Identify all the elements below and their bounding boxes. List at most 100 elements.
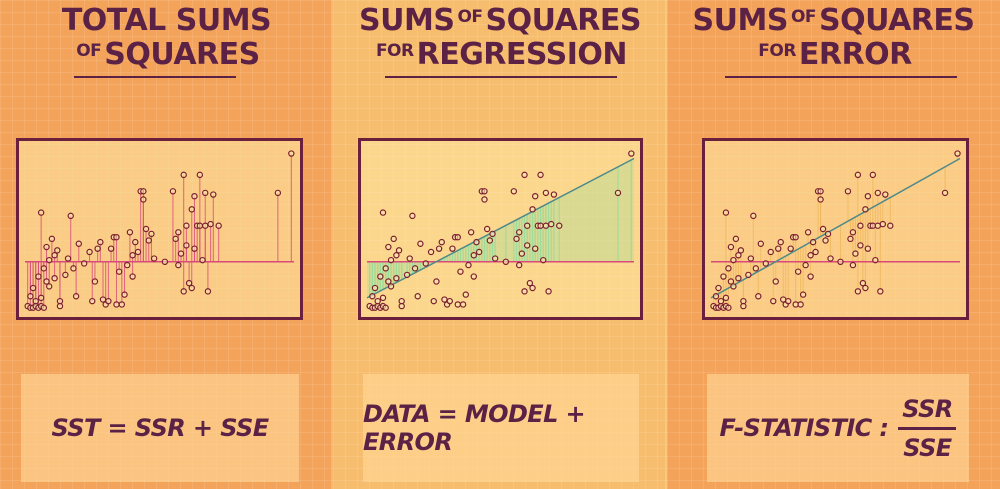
panel-sums-of-squares-error: SUMS OF SQUARES FOR ERROR F-STATISTIC : SSR… — [667, 0, 1000, 489]
data-point — [422, 260, 429, 267]
data-point — [844, 188, 852, 195]
data-point — [126, 229, 134, 236]
data-point — [274, 189, 282, 197]
data-point — [537, 222, 544, 229]
data-point — [483, 225, 491, 233]
regression-line — [710, 157, 961, 299]
f-statistic-formula: F-STATISTIC : SSR SSE — [720, 395, 957, 462]
data-point — [807, 252, 814, 259]
data-point — [393, 274, 400, 282]
data-point — [113, 233, 120, 241]
data-point — [175, 229, 182, 236]
data-point — [470, 273, 478, 280]
data-point — [537, 171, 544, 179]
data-point — [215, 222, 222, 229]
data-point — [379, 294, 387, 302]
data-point — [762, 260, 769, 267]
data-point — [887, 222, 894, 229]
data-point — [462, 291, 469, 298]
data-point — [145, 237, 152, 244]
data-point — [46, 283, 53, 290]
data-point — [752, 265, 760, 272]
scatter-plot-ssr — [358, 138, 643, 320]
data-point — [819, 225, 827, 233]
panel-total-sums-of-squares: TOTAL SUMS OF SQUARES SST = SSR + SSE — [0, 0, 333, 489]
data-point — [454, 301, 461, 308]
data-point — [454, 233, 461, 241]
data-point — [837, 258, 844, 266]
data-point — [491, 255, 499, 262]
data-point — [191, 193, 198, 200]
data-point — [532, 245, 539, 252]
data-point — [75, 240, 83, 247]
data-point — [188, 284, 195, 292]
data-point — [529, 206, 536, 213]
data-point — [521, 171, 528, 179]
data-point — [755, 293, 762, 300]
data-point — [417, 240, 424, 247]
title-word-squares: SQUARES — [819, 3, 975, 38]
data-point — [529, 284, 536, 292]
regression-line — [366, 157, 635, 299]
data-point — [523, 242, 531, 249]
data-point — [385, 278, 392, 285]
data-point — [288, 150, 295, 157]
data-point — [118, 301, 126, 308]
data-point — [862, 284, 869, 292]
data-point — [722, 209, 730, 216]
data-point — [48, 235, 56, 243]
data-point — [725, 265, 732, 272]
panel-sums-of-squares-regression: SUMS OF SQUARES FOR REGRESSION DATA = MODEL… — [333, 0, 667, 489]
data-point — [385, 243, 392, 251]
formula-sst: SST = SSR + SSE — [51, 414, 269, 442]
data-point — [735, 274, 742, 282]
data-point — [202, 222, 209, 229]
data-point — [475, 248, 483, 256]
data-point — [824, 230, 832, 238]
data-point — [864, 245, 872, 252]
data-point — [489, 230, 496, 238]
data-point — [446, 297, 453, 305]
scatter-plot-svg — [710, 150, 961, 311]
data-point — [56, 302, 64, 310]
data-point — [879, 220, 887, 228]
data-point — [435, 245, 443, 252]
data-point — [807, 273, 814, 280]
data-point — [854, 171, 862, 179]
scatter-plot-sse — [702, 138, 969, 320]
data-point — [204, 288, 212, 295]
data-point — [770, 297, 777, 305]
data-point — [459, 301, 467, 308]
title-word-for: FOR — [758, 41, 796, 61]
data-point — [847, 235, 854, 243]
data-point — [486, 237, 494, 244]
data-point — [523, 222, 531, 229]
fraction-numerator: SSR — [902, 394, 953, 423]
data-point — [521, 288, 528, 295]
data-point — [140, 188, 147, 195]
fraction: SSR SSE — [898, 394, 957, 462]
data-point — [730, 256, 737, 264]
data-point — [727, 243, 735, 251]
formula-box-ssr: DATA = MODEL + ERROR — [363, 374, 639, 482]
data-point — [745, 271, 752, 279]
data-point — [196, 171, 204, 179]
data-point — [730, 283, 737, 290]
formula-box-sse: F-STATISTIC : SSR SSE — [707, 374, 969, 482]
data-point — [80, 260, 88, 267]
title-underline — [385, 76, 617, 78]
data-point — [64, 255, 72, 262]
data-point — [113, 301, 120, 308]
data-point — [382, 265, 389, 272]
data-point — [777, 238, 784, 246]
data-point — [398, 302, 405, 310]
data-point — [872, 256, 879, 264]
data-point — [169, 188, 177, 195]
data-point — [438, 238, 445, 246]
data-point — [37, 294, 45, 302]
data-point — [70, 265, 77, 272]
data-point — [817, 196, 824, 203]
data-point — [148, 230, 155, 238]
data-point — [199, 256, 206, 264]
data-point — [775, 245, 782, 252]
